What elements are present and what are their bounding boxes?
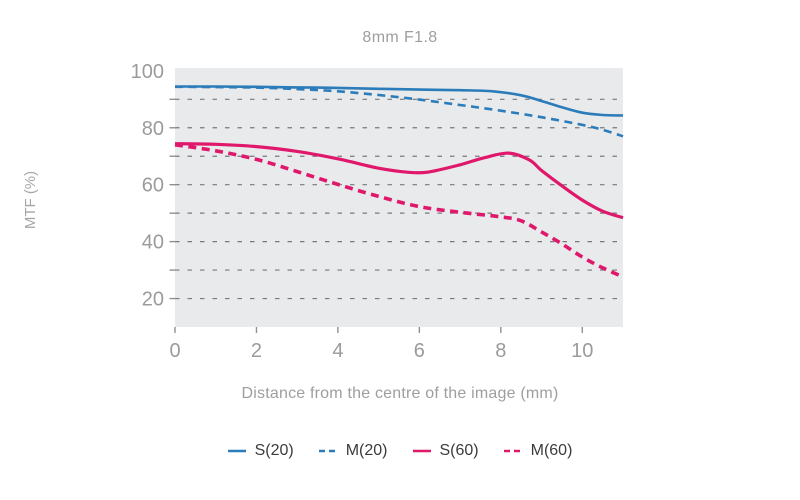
x-tick-label-0: 0 <box>169 340 180 362</box>
y-tick-label-60: 60 <box>142 175 164 197</box>
x-tick-label-8: 8 <box>495 340 506 362</box>
legend-item-s60: S(60) <box>412 442 479 460</box>
legend-swatch-m60 <box>503 449 522 453</box>
curve-s60 <box>174 142 624 220</box>
legend-label-m60: M(60) <box>530 442 573 459</box>
chart-title: 8mm F1.8 <box>362 29 438 46</box>
legend-label-s20: S(20) <box>254 442 294 459</box>
x-axis-title: Distance from the centre of the image (m… <box>241 385 559 402</box>
legend-swatch-s20 <box>227 449 246 453</box>
x-tick-label-4: 4 <box>332 340 343 362</box>
curve-s20 <box>175 85 624 117</box>
y-tick-label-100: 100 <box>131 61 164 83</box>
plot-area: 100 80 60 40 20 0 2 4 6 8 10 <box>131 61 624 362</box>
curve-m60 <box>174 143 624 279</box>
legend: S(20) M(20) S(60) M(60) <box>0 442 800 460</box>
x-tick-label-10: 10 <box>571 340 593 362</box>
legend-label-s60: S(60) <box>439 442 479 459</box>
legend-swatch-s60 <box>412 449 431 453</box>
legend-label-m20: M(20) <box>345 442 388 459</box>
legend-item-m20: M(20) <box>318 442 388 460</box>
x-tick-label-2: 2 <box>251 340 262 362</box>
legend-item-s20: S(20) <box>227 442 294 460</box>
y-tick-label-20: 20 <box>142 289 164 311</box>
plot-background <box>175 68 623 327</box>
y-tick-label-40: 40 <box>142 232 164 254</box>
x-tick-label-6: 6 <box>414 340 425 362</box>
curve-m20 <box>174 85 624 138</box>
legend-swatch-m20 <box>318 449 337 453</box>
legend-item-m60: M(60) <box>503 442 573 460</box>
y-tick-label-80: 80 <box>142 118 164 140</box>
